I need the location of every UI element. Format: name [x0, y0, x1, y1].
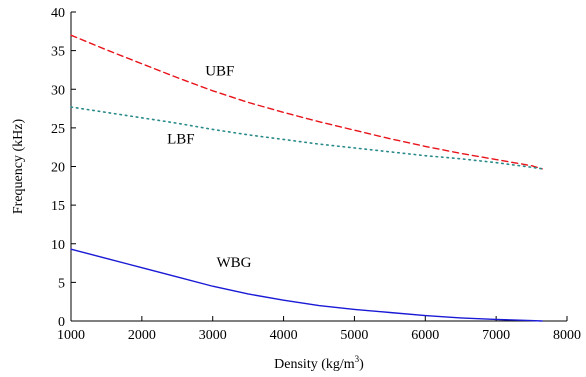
y-tick-label: 5 — [58, 276, 65, 291]
series-line-wbg — [70, 248, 543, 322]
x-tick-label: 2000 — [128, 328, 156, 343]
y-tick-label: 10 — [51, 238, 65, 253]
x-tick-label: 8000 — [553, 328, 581, 343]
y-tick-label: 25 — [51, 122, 65, 137]
axes: 1000 2000 3000 4000 5000 6000 7000 8000 0 5 10 15 20… — [51, 6, 581, 343]
y-axis-title: Frequency (kHz) — [11, 119, 26, 215]
y-tick-label: 20 — [51, 161, 65, 176]
x-tick-label: 1000 — [57, 328, 85, 343]
y-tick-label: 0 — [58, 315, 65, 330]
x-tick-label: 6000 — [411, 328, 439, 343]
x-tick-label: 5000 — [340, 328, 368, 343]
x-axis-title-superscript: 3 — [355, 354, 360, 364]
y-tick-label: 15 — [51, 199, 65, 214]
x-axis-title-main: Density (kg/m — [274, 357, 355, 372]
x-tick-label: 7000 — [482, 328, 510, 343]
y-tick-label: 40 — [51, 6, 65, 21]
x-axis-title: Density (kg/m3) — [274, 354, 364, 372]
x-tick-label: 4000 — [270, 328, 298, 343]
series-layer — [70, 34, 544, 322]
annotation-label-ubf: UBF — [205, 63, 234, 79]
x-tick-label: 3000 — [199, 328, 227, 343]
y-tick-label: 30 — [51, 83, 65, 98]
annotation-label-wbg: WBG — [216, 255, 251, 271]
series-line-lbf — [70, 106, 544, 170]
y-tick-label: 35 — [51, 45, 65, 60]
x-axis-title-suffix: ) — [359, 357, 364, 372]
annotation-layer: UBF LBF WBG — [167, 63, 252, 271]
series-line-ubf — [70, 34, 543, 170]
annotation-label-lbf: LBF — [167, 131, 195, 147]
